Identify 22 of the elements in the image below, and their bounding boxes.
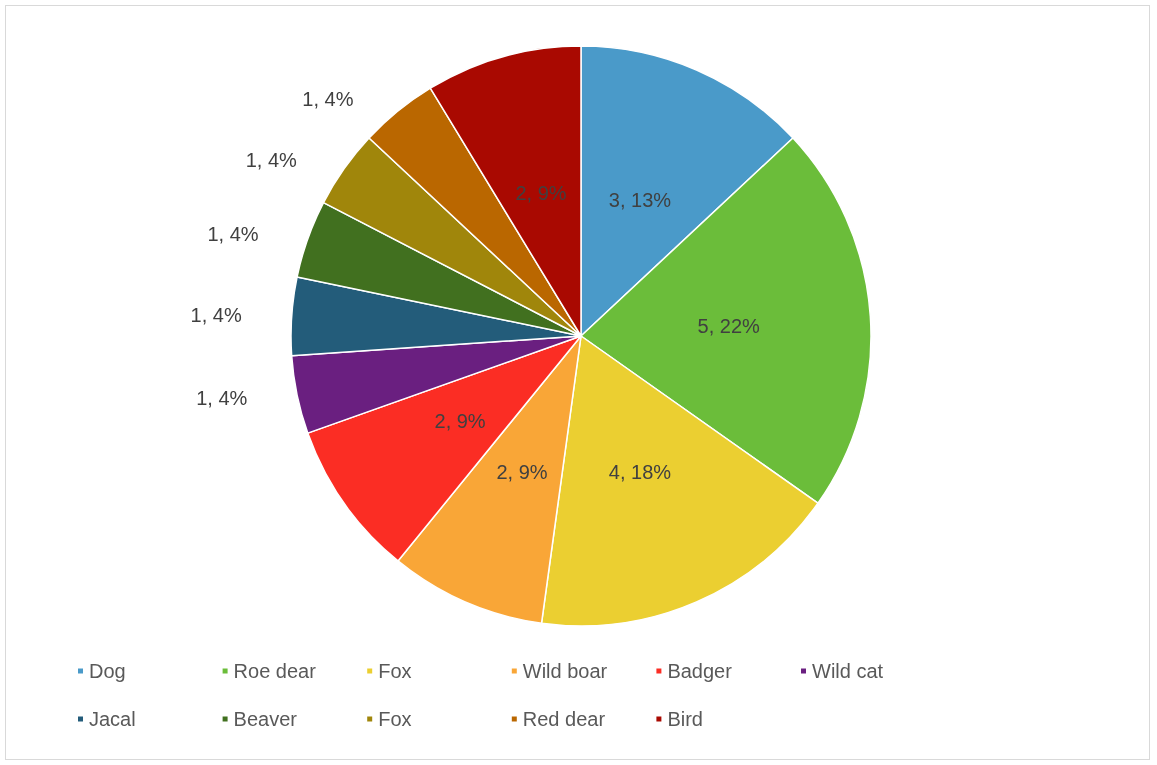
legend-label: Red dear: [522, 708, 606, 730]
legend-label: Fox: [378, 708, 412, 730]
data-label: 1, 4%: [207, 222, 259, 245]
legend-label: Dog: [89, 660, 126, 682]
data-label: 3, 13%: [608, 189, 672, 212]
legend-label: Wild cat: [812, 660, 884, 682]
data-label: 2, 9%: [515, 182, 567, 205]
legend-label: Badger: [667, 660, 733, 682]
data-label: 1, 4%: [245, 149, 298, 172]
legend-label: Bird: [667, 708, 703, 730]
data-label: 1, 4%: [302, 88, 354, 111]
data-label: 2, 9%: [496, 460, 548, 483]
legend-label: Jacal: [89, 708, 136, 730]
data-label: 2, 9%: [434, 410, 486, 433]
legend-label: Wild boar: [522, 660, 608, 682]
data-label: 4, 18%: [608, 460, 672, 483]
data-label: 1, 4%: [196, 387, 248, 410]
data-label: 5, 22%: [697, 314, 760, 337]
legend-label: Beaver: [233, 708, 298, 730]
data-label: 1, 4%: [190, 304, 242, 327]
legend-label: Roe dear: [233, 660, 317, 682]
legend-label: Fox: [378, 660, 412, 682]
